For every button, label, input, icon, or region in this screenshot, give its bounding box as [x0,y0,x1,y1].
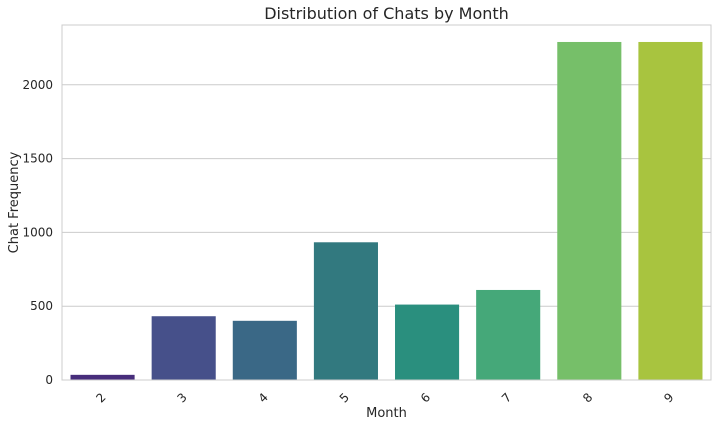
bars [70,41,703,381]
x-tick-label: 7 [499,390,514,405]
bar-month-4 [232,320,297,380]
y-tick-label: 1000 [22,225,53,239]
bar-month-7 [476,289,541,380]
x-tick-labels: 2 3 4 5 6 7 8 9 [93,390,676,405]
bar-month-3 [151,316,216,380]
bar-month-6 [395,304,460,380]
x-tick-label: 2 [93,390,108,405]
x-tick-label: 8 [580,390,595,405]
chart-title: Distribution of Chats by Month [264,4,509,23]
bar-month-5 [313,242,378,380]
bar-month-9 [638,41,703,381]
x-tick-label: 3 [175,390,190,405]
y-axis-label: Chat Frequency [7,151,22,253]
x-tick-label: 9 [661,390,676,405]
y-tick-label: 1500 [22,152,53,166]
y-tick-label: 500 [30,299,53,313]
x-tick-label: 6 [418,390,433,405]
y-tick-label: 2000 [22,78,53,92]
bar-month-8 [557,41,622,381]
plot-frame [61,24,712,381]
x-axis-label: Month [366,406,407,421]
x-tick-label: 5 [337,390,352,405]
y-tick-label: 0 [45,373,53,387]
bar-month-2 [70,374,135,380]
y-tick-labels: 0 500 1000 1500 2000 [22,78,53,387]
x-tick-label: 4 [256,390,271,405]
